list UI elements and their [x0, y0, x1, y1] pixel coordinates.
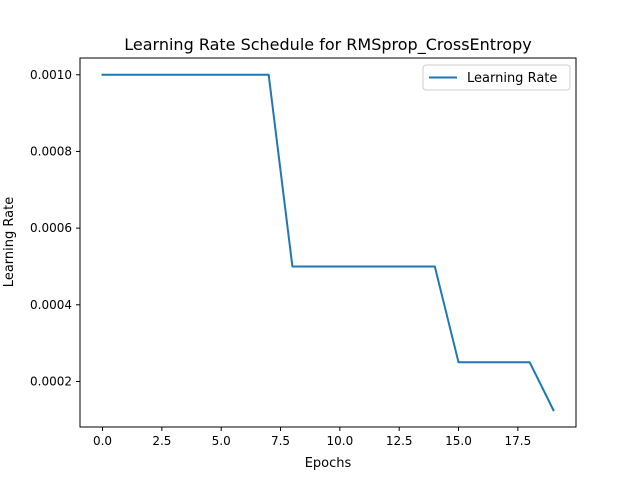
y-tick-label: 0.0008 — [30, 144, 72, 158]
x-tick-label: 2.5 — [152, 434, 171, 448]
x-tick-label: 7.5 — [271, 434, 290, 448]
y-tick-label: 0.0004 — [30, 298, 72, 312]
y-tick-label: 0.0010 — [30, 68, 72, 82]
legend: Learning Rate — [422, 64, 571, 91]
y-axis-label: Learning Rate — [2, 197, 17, 287]
x-axis-label: Epochs — [305, 456, 352, 471]
x-tick-label: 0.0 — [93, 434, 112, 448]
x-tick-label: 15.0 — [445, 434, 472, 448]
y-tick-label: 0.0002 — [30, 374, 72, 388]
x-tick-label: 17.5 — [504, 434, 531, 448]
legend-box — [422, 64, 571, 91]
x-tick-label: 5.0 — [212, 434, 231, 448]
series-line-0 — [101, 73, 555, 412]
axes-frame — [79, 57, 577, 428]
chart-title: Learning Rate Schedule for RMSprop_Cross… — [124, 35, 531, 55]
legend-label: Learning Rate — [467, 71, 557, 86]
plot-area: 0.0 2.5 5.0 7.5 10.0 12.5 15.0 17.5 0.0002 0.0004… — [30, 57, 577, 448]
y-tick-label: 0.0006 — [30, 221, 72, 235]
x-tick-label: 10.0 — [327, 434, 354, 448]
x-tick-label: 12.5 — [386, 434, 413, 448]
